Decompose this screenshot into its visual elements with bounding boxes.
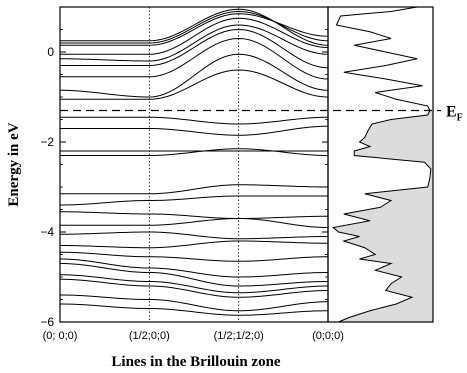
x-axis-label: Lines in the Brillouin zone (111, 354, 281, 370)
band-line (59, 263, 329, 287)
high-symmetry-lines (148, 7, 240, 322)
dos-filled-area (333, 110, 433, 322)
band-line (60, 17, 329, 55)
band-line (59, 303, 329, 316)
band-line (60, 37, 329, 80)
x-tick-label: (1/2;1/2;0) (214, 330, 264, 342)
band-line (60, 13, 329, 46)
band-line (59, 231, 329, 240)
band-line (60, 148, 329, 156)
band-line (59, 53, 329, 98)
band-lines (59, 8, 329, 316)
band-line (60, 184, 329, 195)
y-tick-label: −4 (40, 225, 54, 239)
x-tick-label: (0;0;0) (312, 330, 344, 342)
fermi-label-sub: F (457, 113, 463, 124)
fermi-label-main: E (446, 104, 457, 121)
dos-line (332, 6, 432, 323)
dos-panel-content (332, 6, 432, 323)
band-line (60, 28, 329, 69)
band-line (59, 278, 329, 298)
band-line (60, 10, 329, 44)
band-line (59, 274, 329, 294)
y-axis-ticks: 0 −2 −4 −6 (40, 6, 328, 329)
x-tick-label: (0; 0;0) (43, 330, 78, 342)
x-axis-ticks: (0; 0;0) (1/2;0;0) (1/2;1/2;0) (0;0;0) (43, 330, 344, 342)
band-line (59, 24, 329, 62)
band-line (59, 195, 328, 206)
band-line (60, 125, 329, 136)
x-tick-label: (1/2;0;0) (129, 330, 170, 342)
band-line (59, 211, 329, 220)
band-line (60, 8, 329, 46)
band-line (59, 258, 329, 278)
band-line (60, 217, 329, 228)
band-line (59, 294, 329, 312)
fermi-level-label: EF (446, 104, 463, 124)
y-tick-label: −6 (40, 315, 54, 329)
band-line (59, 240, 329, 249)
y-tick-label: −2 (40, 135, 54, 149)
band-line (60, 69, 329, 100)
y-tick-label: 0 (47, 45, 54, 59)
band-line (60, 116, 329, 125)
band-line (59, 251, 329, 262)
y-axis-label: Energy in eV (6, 122, 22, 206)
